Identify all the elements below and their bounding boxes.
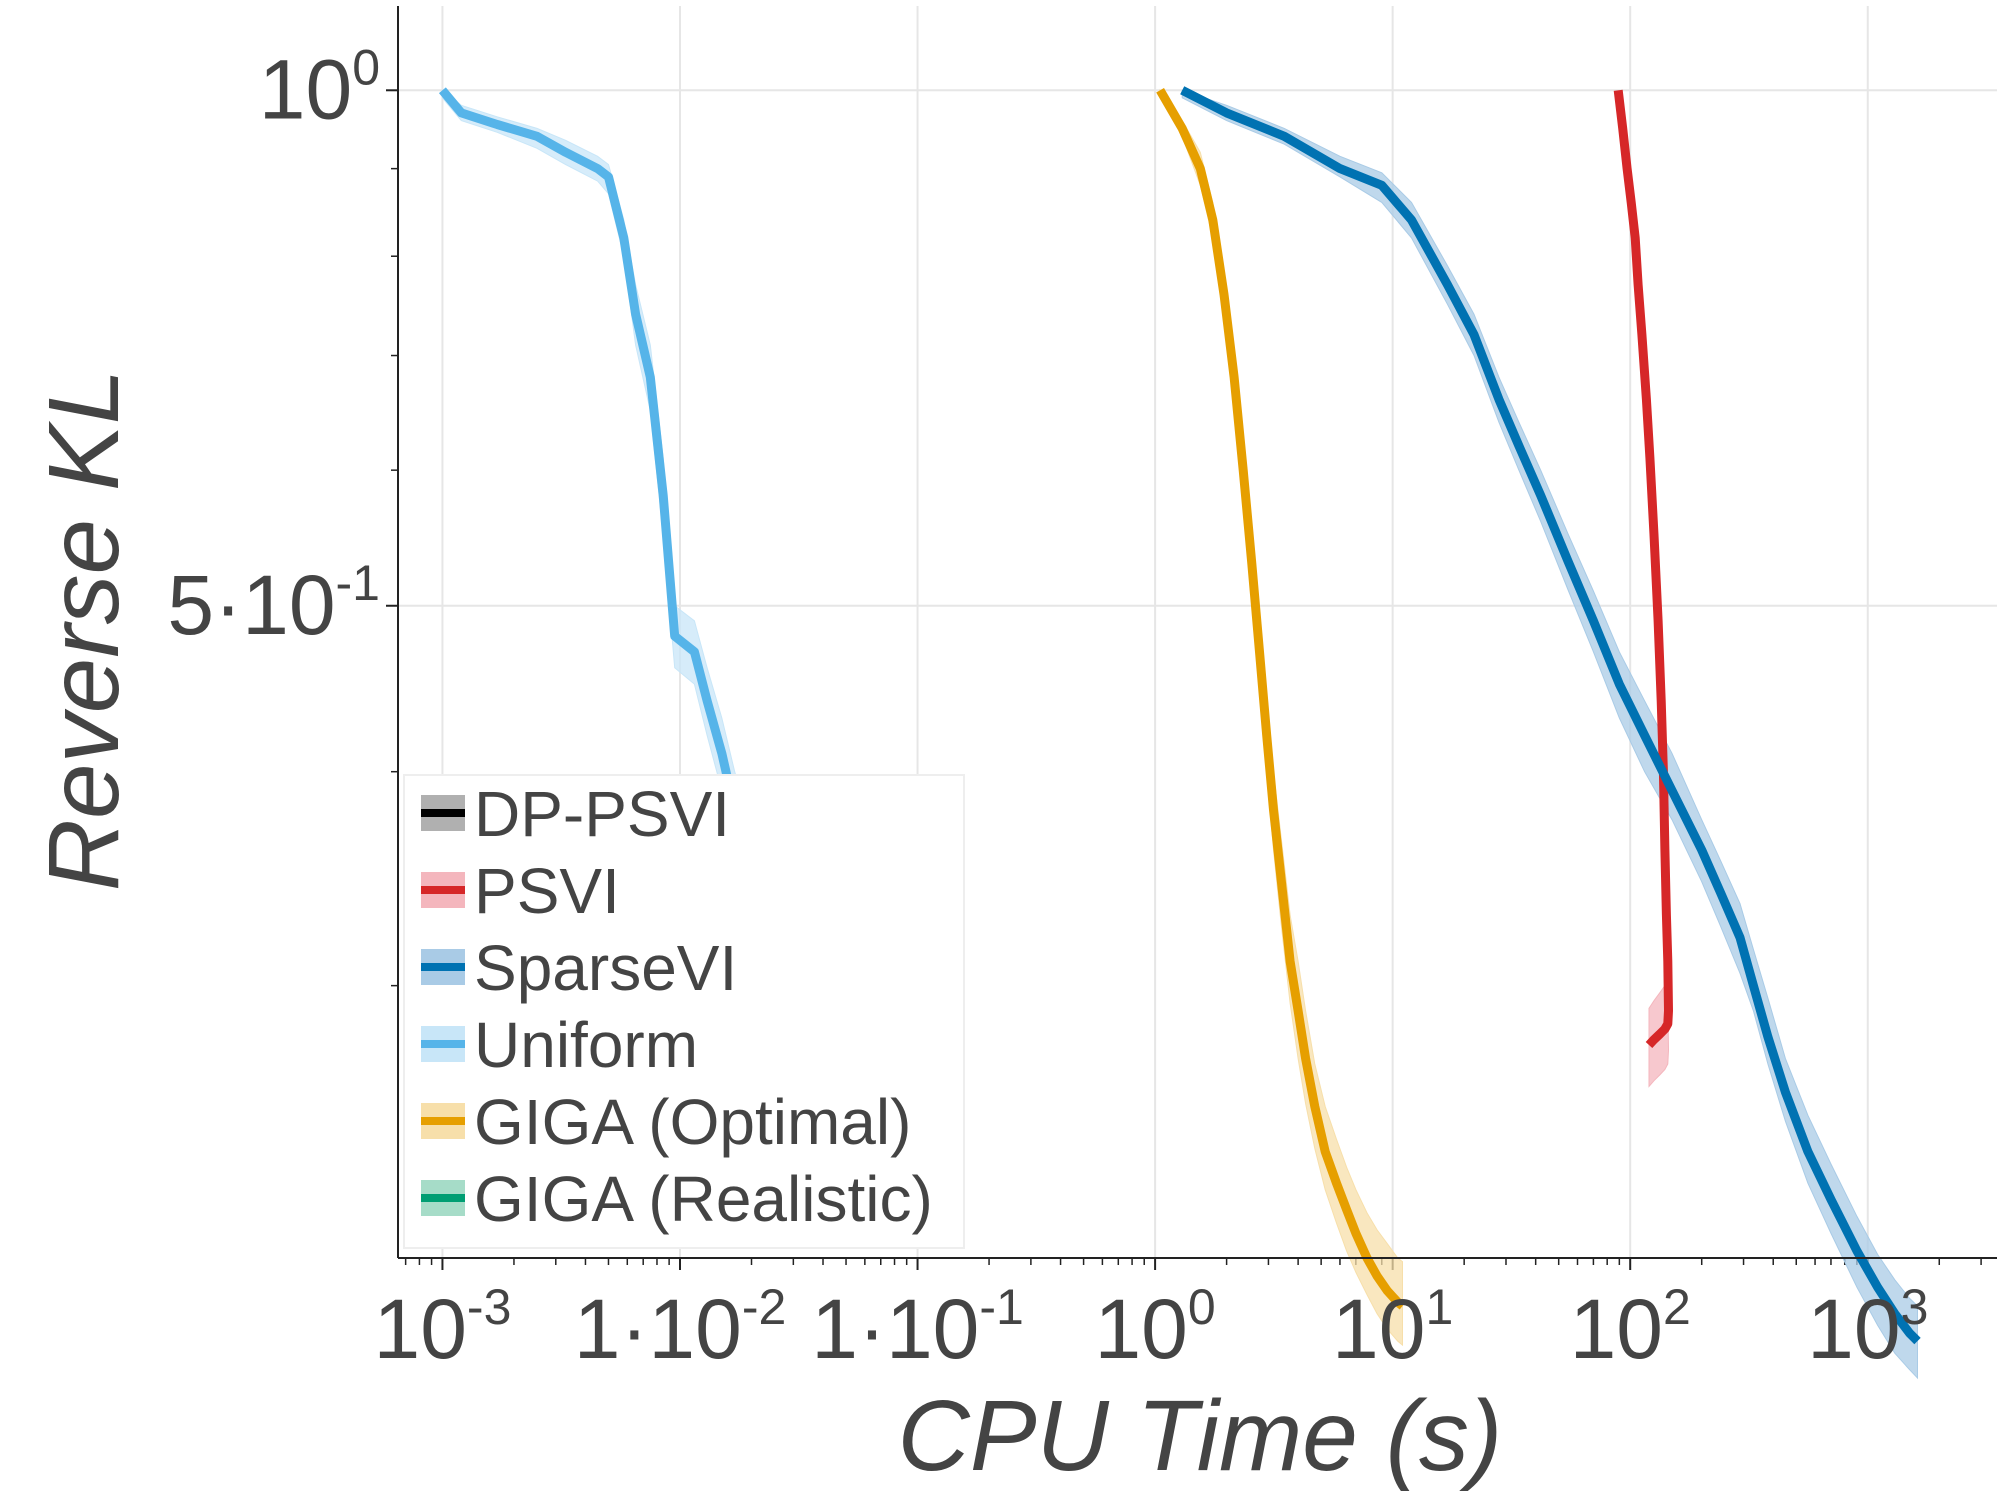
y-tick-label: 5·10-1 [167,555,380,652]
line-giga-optimal [1156,88,1406,1310]
y-tick-labels: 100 5·10-1 [167,39,380,651]
axes [397,6,1997,1259]
band-sparsevi [1181,89,1918,1380]
legend-label-uniform: Uniform [474,1009,698,1081]
x-tick-label: 10-3 [373,1279,511,1376]
x-tick-label: 101 [1332,1279,1453,1376]
legend-label-sparsevi: SparseVI [474,932,737,1004]
line-psvi [1613,89,1673,1049]
x-tick-labels: 10-3 1·10-2 1·10-1 100 101 102 103 [373,1279,1928,1376]
legend-label-giga-optimal: GIGA (Optimal) [474,1086,911,1158]
x-axis-title: CPU Time (s) [898,1380,1503,1492]
legend-box [403,774,965,1249]
line-sparsevi [1180,86,1921,1345]
x-tick-label: 100 [1094,1279,1215,1376]
y-axis-title: Reverse KL [28,369,140,891]
x-tick-label: 1·10-1 [811,1279,1024,1376]
x-tick-label: 102 [1570,1279,1691,1376]
x-tick-label: 103 [1807,1279,1928,1376]
band-giga-optimal [1159,88,1403,1347]
legend-label-dp-psvi: DP-PSVI [474,778,730,850]
x-tick-label: 1·10-2 [574,1279,787,1376]
legend-label-psvi: PSVI [474,855,620,927]
legend-label-giga-realistic: GIGA (Realistic) [474,1163,933,1235]
y-tick-label: 100 [259,39,380,136]
